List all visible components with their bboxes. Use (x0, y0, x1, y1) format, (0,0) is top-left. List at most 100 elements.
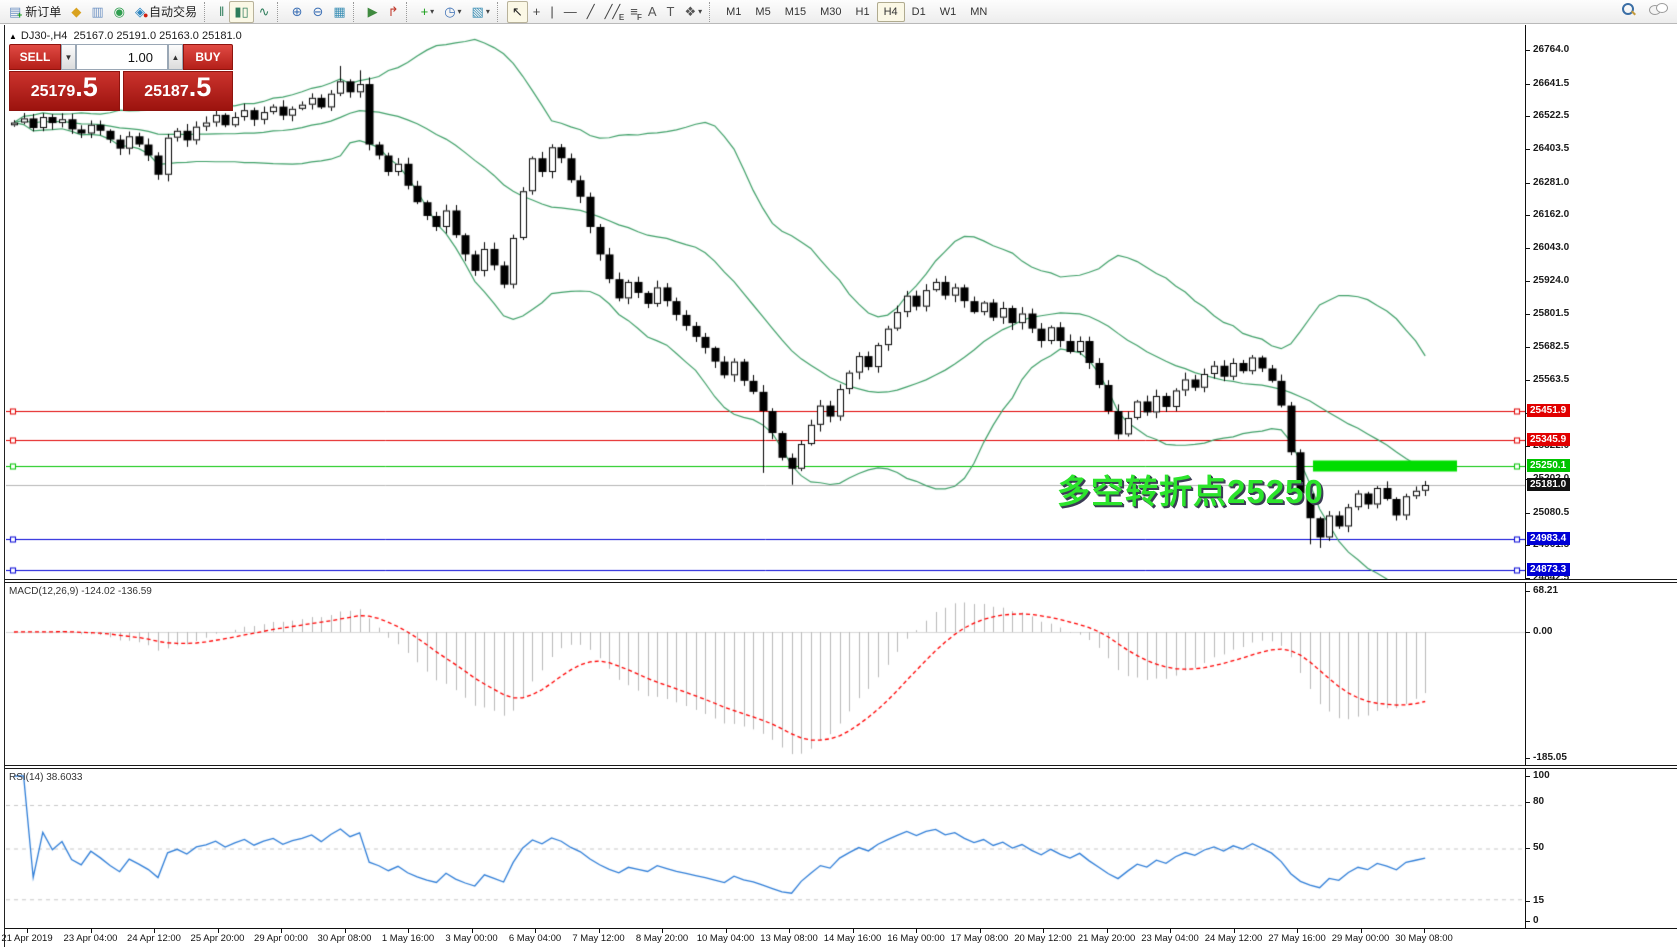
cursor-tool-icon: ↖ (511, 3, 523, 19)
time-tick-mark (217, 929, 219, 933)
timeframe-w1-button[interactable]: W1 (939, 5, 957, 18)
time-axis-label: 1 May 16:00 (381, 933, 435, 944)
price-axis[interactable]: 26764.0 26641.5 26522.5 26403.5 26281.0 26162… (1525, 25, 1677, 928)
price-axis-tick: 25080.5 (1533, 506, 1570, 518)
templates-button[interactable]: ▧ ▾ (467, 1, 495, 23)
dropdown-arrow-icon[interactable]: ▾ (485, 7, 490, 16)
timeframe-m5-button[interactable]: M5 (755, 5, 771, 18)
trendline-tool-button[interactable]: ╱ (582, 1, 600, 23)
volume-increase-button[interactable]: ▲ (168, 44, 183, 70)
text-tool-icon: A (647, 3, 657, 19)
text-tool-button[interactable]: A (643, 1, 662, 23)
rsi-pane-canvas[interactable] (6, 768, 1525, 925)
badge-icon: + (17, 9, 23, 20)
time-tick-mark (852, 929, 854, 933)
fibonacci-tool-button[interactable]: ≡ F (625, 1, 643, 23)
timeframe-h4-button[interactable]: H4 (876, 1, 905, 22)
data-window-icon-icon: ▥ (91, 3, 104, 19)
time-axis-label: 30 Apr 08:00 (317, 933, 372, 944)
timeframe-m1-button[interactable]: M1 (726, 5, 742, 18)
chart-shift-button[interactable]: ↱ (383, 1, 404, 23)
buy-price-main: 25187 (144, 83, 189, 100)
rsi-axis-tick: 0 (1533, 915, 1539, 926)
pane-splitter[interactable] (5, 579, 1677, 583)
search-icon[interactable] (1621, 2, 1635, 16)
price-axis-tick: 26403.5 (1533, 143, 1570, 155)
line-chart-icon: ∿ (258, 3, 270, 19)
one-click-trading-panel: SELL ▼ 1.00 ▲ BUY 25179.5 25187.5 (9, 44, 233, 111)
cursor-tool-button[interactable]: ↖ (506, 0, 528, 23)
tile-windows-button[interactable]: ▦ (328, 1, 350, 23)
axis-tick-mark (1526, 379, 1530, 381)
time-tick-mark (789, 929, 790, 933)
sell-price[interactable]: 25179.5 (9, 71, 120, 111)
timeframe-m30-button[interactable]: M30 (820, 5, 842, 18)
time-tick-mark (979, 929, 981, 933)
signals-icon[interactable]: ◉ (109, 1, 130, 23)
volume-decrease-button[interactable]: ▼ (61, 44, 76, 70)
text-label-tool-button[interactable]: T (662, 1, 680, 23)
new-order-button[interactable]: ▤ + 新订单 (4, 1, 66, 23)
price-axis-tick: 26162.0 (1533, 209, 1570, 221)
time-axis-label: 25 Apr 20:00 (190, 933, 245, 944)
time-axis-label: 13 May 08:00 (760, 933, 818, 944)
chart-window: ▲ DJ30-,H4 25167.0 25191.0 25163.0 25181.… (1, 25, 1677, 947)
chat-icon[interactable] (1649, 2, 1668, 16)
timeframe-h1-button[interactable]: H1 (855, 5, 870, 18)
rsi-axis-tick: 100 (1533, 770, 1550, 781)
sell-price-main: 25179 (30, 83, 76, 100)
time-axis-label: 29 May 00:00 (1331, 933, 1390, 944)
line-chart-button[interactable]: ∿ (254, 1, 275, 23)
zoom-out-button[interactable]: ⊖ (307, 1, 328, 23)
toolbar-separator (496, 1, 505, 22)
data-window-icon[interactable]: ▥ (86, 1, 108, 23)
time-tick-mark (1360, 929, 1362, 933)
time-axis-label: 16 May 00:00 (887, 933, 945, 944)
toolbar-separator (352, 1, 361, 22)
channel-tool-button[interactable]: ╱╱ E (600, 1, 626, 23)
price-chart-canvas[interactable] (6, 26, 1525, 579)
axis-tick-mark (1526, 446, 1530, 448)
rsi-axis-tick: 80 (1533, 796, 1545, 807)
timeframe-mn-button[interactable]: MN (970, 5, 988, 18)
fibonacci-tool-icon: ≡ (630, 3, 638, 19)
collapse-objects-icon[interactable]: ▲ (9, 32, 17, 41)
pivot-annotation-text: 多空转折点25250 (1057, 473, 1324, 510)
bar-chart-button[interactable]: ‖ (214, 1, 229, 23)
vertical-line-tool-button[interactable]: | (545, 1, 558, 23)
macd-axis-tick: 68.21 (1533, 585, 1559, 596)
timeframe-d1-button[interactable]: D1 (911, 5, 926, 18)
volume-input[interactable]: 1.00 (76, 44, 168, 70)
axis-tick-mark (1526, 215, 1530, 217)
time-axis[interactable]: 21 Apr 2019 23 Apr 04:00 24 Apr 12:00 25 Ap… (1, 928, 1677, 947)
time-tick-mark (27, 929, 28, 933)
horizontal-line-tool-button[interactable]: — (559, 1, 582, 23)
zoom-out-icon: ⊖ (312, 3, 324, 19)
time-tick-mark (90, 929, 92, 933)
zoom-in-button[interactable]: ⊕ (287, 1, 308, 23)
trendline-tool-icon: ╱ (586, 3, 595, 19)
rsi-axis-tick: 50 (1533, 842, 1545, 853)
pane-splitter[interactable] (5, 765, 1677, 769)
buy-price[interactable]: 25187.5 (122, 71, 233, 111)
dropdown-arrow-icon[interactable]: ▾ (457, 7, 462, 16)
crosshair-tool-button[interactable]: + (528, 1, 546, 23)
timeframe-m15-button[interactable]: M15 (784, 5, 807, 18)
dropdown-arrow-icon[interactable]: ▾ (698, 7, 703, 16)
buy-button[interactable]: BUY (183, 44, 233, 70)
sell-button[interactable]: SELL (9, 44, 61, 70)
indicators-button[interactable]: + ▾ (416, 1, 440, 23)
periods-button[interactable]: ◷ ▾ (439, 1, 466, 23)
symbol-info-bar[interactable]: ▲ DJ30-,H4 25167.0 25191.0 25163.0 25181.… (9, 30, 242, 42)
sell-price-decimal: .5 (75, 72, 98, 102)
auto-scroll-button[interactable]: ▶ (363, 1, 383, 23)
autotrade-button[interactable]: ◈ ● 自动交易 (130, 1, 202, 23)
macd-pane-canvas[interactable] (6, 582, 1525, 765)
candlestick-chart-button[interactable]: ▮▯ (229, 0, 254, 23)
channel-tool-icon: ╱╱ (604, 3, 621, 19)
market-watch-icon[interactable]: ◆ (66, 1, 86, 23)
arrows-tool-button[interactable]: ❖ ▾ (679, 1, 707, 23)
zoom-in-icon: ⊕ (291, 3, 303, 19)
axis-tick-mark (1526, 149, 1530, 151)
dropdown-arrow-icon[interactable]: ▾ (430, 7, 435, 16)
